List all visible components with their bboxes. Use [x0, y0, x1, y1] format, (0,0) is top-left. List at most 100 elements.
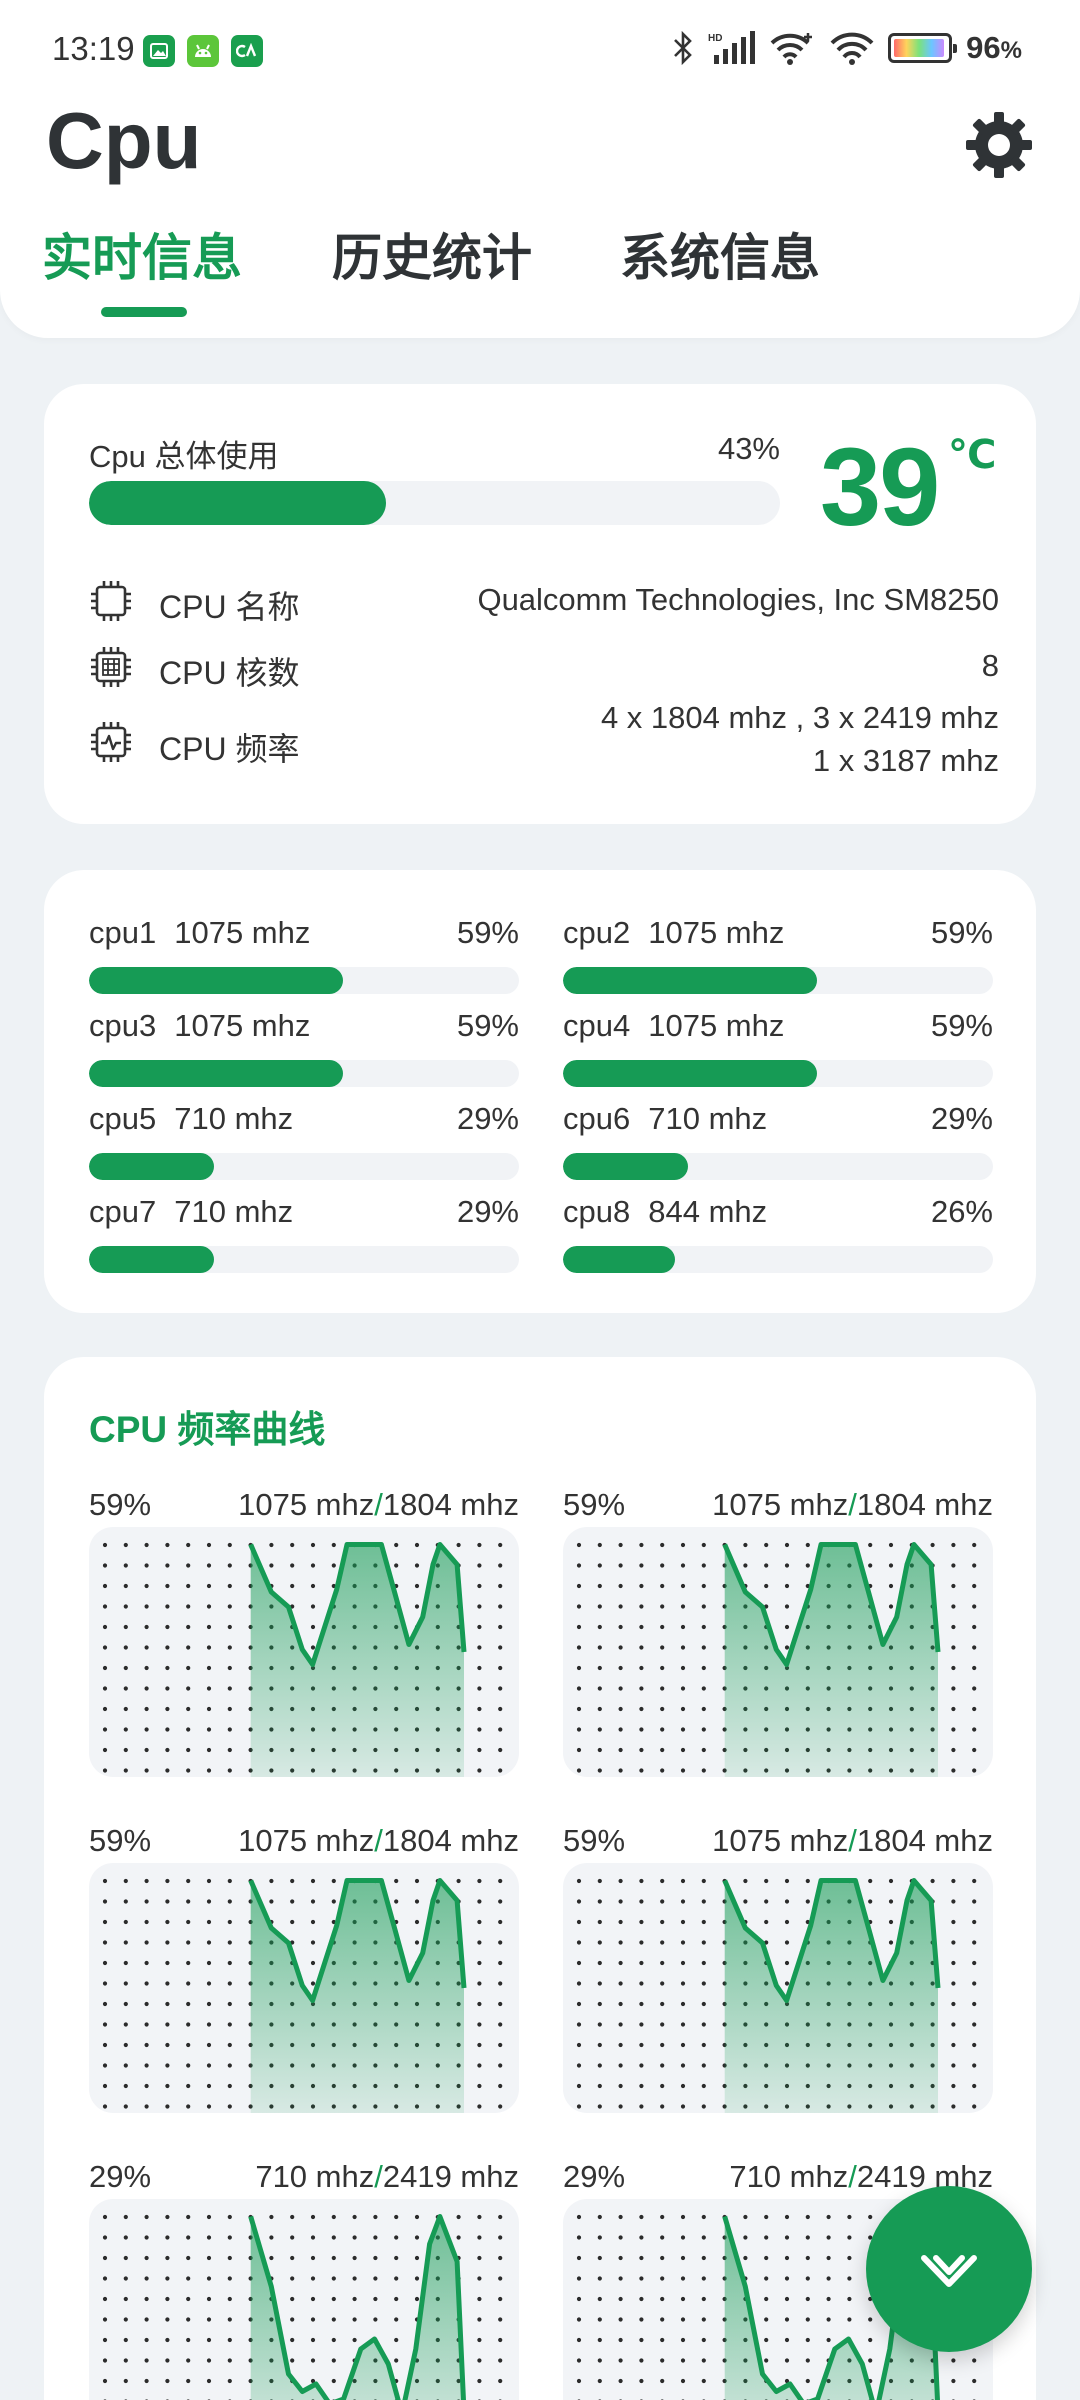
core-label: cpu6 710 mhz — [563, 1101, 767, 1137]
cpu-cores-row: CPU 核数 8 — [89, 642, 999, 692]
signal-icon: HD — [708, 31, 756, 64]
graph-usage-percent: 59% — [563, 1823, 626, 1858]
graph-plot-area — [89, 1863, 519, 2113]
graph-current-frequency: 1075 mhz — [712, 1487, 849, 1522]
cpu-temperature: 39 — [820, 426, 940, 549]
settings-button[interactable] — [964, 110, 1034, 180]
graph-max-frequency: 1804 mhz — [382, 1487, 519, 1522]
graph-frequency: 1075 mhz/1804 mhz — [712, 1823, 993, 1859]
core-name: cpu4 — [563, 1008, 631, 1043]
cpu-cores-value: 8 — [981, 648, 999, 683]
core-label: cpu4 1075 mhz — [563, 1008, 784, 1044]
graph-separator: / — [374, 2159, 383, 2194]
frequency-curve-svg — [576, 1878, 977, 2113]
graph-plot-area — [563, 1863, 993, 2113]
cpu-overview-card: Cpu 总体使用 43% 39 ℃ CPU 名称 Qualcomm Techno… — [44, 384, 1036, 824]
cpu-frequency-row: CPU 频率 4 x 1804 mhz , 3 x 2419 mhz 1 x 3… — [89, 696, 999, 786]
graph-usage-percent: 59% — [89, 1823, 152, 1858]
core-usage-fill — [89, 967, 343, 994]
graph-frequency: 710 mhz/2419 mhz — [255, 2159, 519, 2195]
graph-usage-percent: 29% — [89, 2159, 152, 2194]
core-label: cpu5 710 mhz — [89, 1101, 293, 1137]
cpu-name-row: CPU 名称 Qualcomm Technologies, Inc SM8250 — [89, 576, 999, 626]
wifi-icon — [830, 32, 874, 65]
total-usage-percent: 43% — [717, 431, 780, 466]
cpu-name-label: CPU 名称 — [159, 589, 300, 625]
graph-current-frequency: 1075 mhz — [712, 1823, 849, 1858]
core-usage-bar — [563, 1153, 993, 1180]
graph-current-frequency: 710 mhz — [729, 2159, 849, 2194]
per-core-card: cpu1 1075 mhz 59% cpu2 1075 mhz 59% cpu3 1075 m… — [44, 870, 1036, 1313]
core-label: cpu1 1075 mhz — [89, 915, 310, 951]
core-label: cpu8 844 mhz — [563, 1194, 767, 1230]
ca-app-icon — [231, 35, 263, 67]
graph-max-frequency: 1804 mhz — [856, 1487, 993, 1522]
battery-icon — [888, 33, 958, 63]
core-usage-fill — [89, 1246, 214, 1273]
curves-title: CPU 频率曲线 — [89, 1409, 326, 1450]
core-usage-bar — [89, 1246, 519, 1273]
core-item-cpu8: cpu8 844 mhz 26% — [563, 1194, 993, 1274]
core-frequency: 1075 mhz — [174, 1008, 311, 1043]
core-item-cpu4: cpu4 1075 mhz 59% — [563, 1008, 993, 1088]
image-app-icon — [143, 35, 175, 67]
cores-icon — [91, 647, 131, 687]
frequency-curve-area — [250, 1544, 464, 1777]
tab-system-info[interactable]: 系统信息 — [620, 230, 820, 286]
frequency-curve-svg — [102, 1878, 503, 2113]
core-name: cpu8 — [563, 1194, 631, 1229]
core-frequency: 710 mhz — [648, 1101, 768, 1136]
app-header: 13:19 HD 96% Cpu — [0, 0, 1080, 338]
frequency-curves-card: CPU 频率曲线 59% 1075 mhz/1804 mhz 59% 1075 mhz… — [44, 1357, 1036, 2400]
temperature-unit: ℃ — [948, 433, 997, 477]
cpu-frequency-value: 4 x 1804 mhz , 3 x 2419 mhz 1 x 3187 mhz — [600, 700, 999, 778]
core-usage-percent: 59% — [456, 915, 519, 950]
tab-realtime-info[interactable]: 实时信息 — [42, 230, 242, 286]
graph-current-frequency: 1075 mhz — [238, 1487, 375, 1522]
graph-separator: / — [374, 1487, 383, 1522]
core-frequency: 710 mhz — [174, 1101, 294, 1136]
core-item-cpu3: cpu3 1075 mhz 59% — [89, 1008, 519, 1088]
total-usage-bar — [89, 481, 780, 525]
core-usage-bar — [89, 1060, 519, 1087]
graph-frequency: 1075 mhz/1804 mhz — [712, 1487, 993, 1523]
core-name: cpu5 — [89, 1101, 157, 1136]
core-usage-percent: 59% — [456, 1008, 519, 1043]
core-frequency: 1075 mhz — [174, 915, 311, 950]
core-label: cpu7 710 mhz — [89, 1194, 293, 1230]
cpu-name-value: Qualcomm Technologies, Inc SM8250 — [477, 582, 999, 617]
gear-icon — [966, 112, 1032, 178]
core-frequency: 1075 mhz — [648, 1008, 785, 1043]
graph-plot-area — [563, 1527, 993, 1777]
core-usage-percent: 29% — [930, 1101, 993, 1136]
app-title: Cpu — [46, 96, 202, 185]
core-name: cpu6 — [563, 1101, 631, 1136]
svg-text:HD: HD — [708, 33, 722, 44]
scroll-down-button[interactable] — [866, 2186, 1032, 2352]
core-usage-percent: 29% — [456, 1194, 519, 1229]
core-frequency: 710 mhz — [174, 1194, 294, 1229]
total-usage-label: Cpu 总体使用 — [89, 439, 279, 474]
graph-current-frequency: 1075 mhz — [238, 1823, 375, 1858]
graph-max-frequency: 2419 mhz — [382, 2159, 519, 2194]
graph-usage-percent: 29% — [563, 2159, 626, 2194]
graph-separator: / — [848, 1823, 857, 1858]
notification-icons — [143, 35, 263, 67]
core-usage-fill — [89, 1060, 343, 1087]
core-name: cpu1 — [89, 915, 157, 950]
battery-percentage: 96% — [966, 30, 1022, 65]
cpu-frequency-label: CPU 频率 — [159, 731, 300, 767]
core-usage-fill — [563, 1153, 688, 1180]
graph-plot-area — [89, 2199, 519, 2400]
core-item-cpu5: cpu5 710 mhz 29% — [89, 1101, 519, 1181]
core-usage-fill — [563, 1246, 675, 1273]
frequency-curve-line — [722, 1542, 941, 1667]
status-bar: 13:19 HD 96% — [0, 0, 1080, 100]
core-frequency: 844 mhz — [648, 1194, 768, 1229]
core-item-cpu2: cpu2 1075 mhz 59% — [563, 915, 993, 995]
total-usage-fill — [89, 481, 387, 525]
core-usage-fill — [563, 1060, 817, 1087]
tab-history-stats[interactable]: 历史统计 — [332, 230, 532, 286]
graph-usage-percent: 59% — [89, 1487, 152, 1522]
core-usage-percent: 29% — [456, 1101, 519, 1136]
